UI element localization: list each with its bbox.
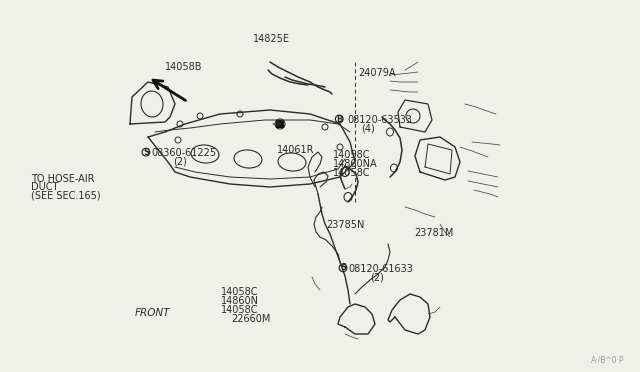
Text: 08120-63533: 08120-63533 — [348, 115, 413, 125]
Text: 14058C: 14058C — [221, 287, 259, 297]
Text: 23785N: 23785N — [326, 220, 364, 230]
Text: 14058C: 14058C — [333, 151, 371, 160]
Text: B: B — [336, 115, 342, 124]
Text: FRONT: FRONT — [134, 308, 170, 318]
Text: (2): (2) — [370, 273, 384, 282]
Text: 22660M: 22660M — [232, 314, 271, 324]
Text: 08120-61633: 08120-61633 — [349, 264, 413, 273]
Text: S: S — [340, 263, 346, 272]
Text: DUCT: DUCT — [31, 182, 58, 192]
Text: 08360-61225: 08360-61225 — [152, 148, 217, 157]
Text: 14061R: 14061R — [276, 145, 314, 154]
Text: 14058C: 14058C — [221, 305, 259, 314]
Text: 24079A: 24079A — [358, 68, 396, 77]
Text: A·/B^0·P: A·/B^0·P — [591, 356, 625, 365]
Text: 14058C: 14058C — [333, 169, 371, 178]
Text: (2): (2) — [173, 156, 187, 166]
Text: 23781M: 23781M — [415, 228, 454, 238]
Text: TO HOSE-AIR: TO HOSE-AIR — [31, 174, 94, 183]
Text: 14860NA: 14860NA — [333, 160, 378, 169]
Bar — [276, 120, 284, 128]
Text: 14825E: 14825E — [253, 34, 290, 44]
Text: (4): (4) — [362, 124, 375, 133]
Text: 14058B: 14058B — [165, 62, 203, 72]
Text: 14860N: 14860N — [221, 296, 259, 305]
Text: (SEE SEC.165): (SEE SEC.165) — [31, 191, 100, 201]
Text: S: S — [143, 148, 149, 157]
